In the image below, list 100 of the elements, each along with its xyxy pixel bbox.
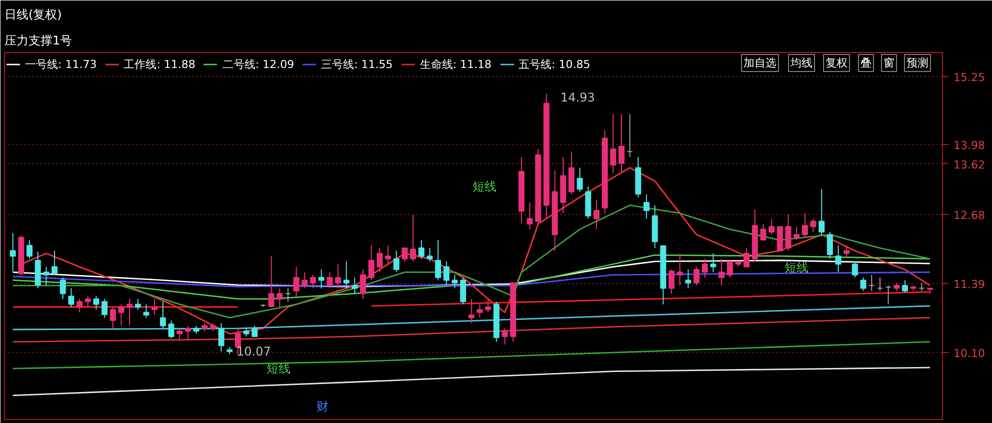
candlestick (43, 266, 50, 286)
candlestick (93, 296, 100, 310)
candlestick (176, 328, 183, 340)
candlestick (26, 240, 33, 260)
candlestick (184, 325, 191, 340)
annotation: 短线 (784, 260, 808, 274)
candlestick (393, 250, 400, 273)
line-series (12, 260, 931, 288)
candlestick (576, 167, 583, 192)
candlestick (352, 277, 358, 294)
candlestick (844, 244, 850, 257)
candlestick (52, 250, 58, 276)
annotation: 财 (316, 400, 328, 414)
candlestick (118, 304, 124, 326)
candlestick (718, 258, 725, 286)
candlestick (460, 277, 466, 305)
y-tick-label: 12.68 (954, 208, 985, 222)
candlestick (10, 232, 16, 272)
candlestick (335, 264, 342, 289)
candlestick (435, 240, 442, 281)
candlestick (284, 288, 291, 302)
candlestick (593, 199, 600, 230)
candlestick (676, 252, 683, 286)
candlestick (526, 202, 533, 230)
annotation: 加自选 (744, 56, 776, 70)
candlestick (868, 274, 875, 292)
candlestick (276, 288, 283, 308)
candlestick (644, 194, 650, 220)
candlestick (410, 214, 416, 262)
candlestick (110, 306, 116, 329)
candlestick (502, 328, 508, 345)
candlestick (476, 304, 483, 318)
candlestick (326, 272, 333, 289)
candlestick (626, 114, 633, 158)
legend-label: 五号线: 10.85 (518, 56, 590, 72)
candlestick (76, 298, 83, 313)
candlestick (852, 260, 858, 278)
line-series (12, 305, 931, 330)
candlestick (802, 212, 808, 238)
line-series (12, 271, 931, 288)
candlestick (794, 226, 800, 241)
annotation: 均线 (790, 56, 812, 70)
candlestick (385, 244, 392, 265)
candlestick (694, 266, 700, 286)
candlestick (826, 231, 833, 260)
legend-label: 工作线: 11.88 (124, 56, 196, 72)
annotation: 短线 (266, 362, 290, 376)
candlestick (710, 252, 716, 273)
annotation: 14.93 (560, 90, 595, 104)
candlestick (376, 248, 383, 273)
candlestick (268, 256, 274, 308)
legend-label: 三号线: 11.55 (321, 56, 393, 72)
y-tick-label: 13.98 (954, 139, 985, 152)
y-tick-label: 10.10 (954, 347, 985, 360)
candlestick (343, 260, 350, 289)
annotation: 预测 (906, 56, 928, 70)
candlestick (835, 244, 842, 273)
candlestick (168, 320, 174, 340)
candlestick (785, 214, 792, 252)
annotation: 窗 (884, 56, 894, 70)
candlestick (810, 218, 816, 232)
candlestick (84, 296, 91, 308)
candlestick (443, 260, 450, 286)
candlestick (310, 274, 316, 289)
candlestick (134, 298, 141, 310)
legend-label: 一号线: 11.73 (25, 56, 97, 72)
candlestick (744, 248, 750, 268)
candlestick (702, 258, 708, 278)
candlestick (368, 244, 374, 281)
candlestick (876, 277, 883, 292)
candlestick (418, 240, 424, 260)
candlestick (468, 298, 474, 324)
legend-label: 二号线: 12.09 (222, 56, 294, 72)
candlestick (318, 268, 324, 289)
candlestick (360, 268, 366, 300)
candlestick (618, 114, 624, 174)
candlestick (302, 272, 308, 289)
candlestick (760, 223, 766, 241)
y-tick-label: 15.25 (954, 71, 985, 84)
legend-label: 生命线: 11.18 (420, 56, 492, 72)
candlestick (668, 268, 675, 294)
candlestick (485, 298, 492, 313)
candlestick (293, 266, 300, 297)
candlestick (768, 218, 775, 236)
candlestick (426, 248, 433, 262)
candlestick (60, 277, 66, 300)
candlestick (452, 274, 458, 289)
candlestick (685, 268, 692, 289)
line-series (12, 204, 931, 318)
annotation: 短线 (472, 180, 496, 194)
candlestick (68, 288, 74, 308)
y-tick-label: 13.62 (954, 158, 985, 172)
chart-title: 日线(复权) (4, 8, 62, 22)
candlestick (402, 248, 408, 262)
candlestick (102, 298, 108, 318)
candlestick (143, 304, 150, 318)
candlestick (818, 188, 825, 236)
y-tick-label: 11.39 (954, 278, 985, 291)
candlestick (726, 260, 733, 278)
candlestick (885, 285, 892, 305)
